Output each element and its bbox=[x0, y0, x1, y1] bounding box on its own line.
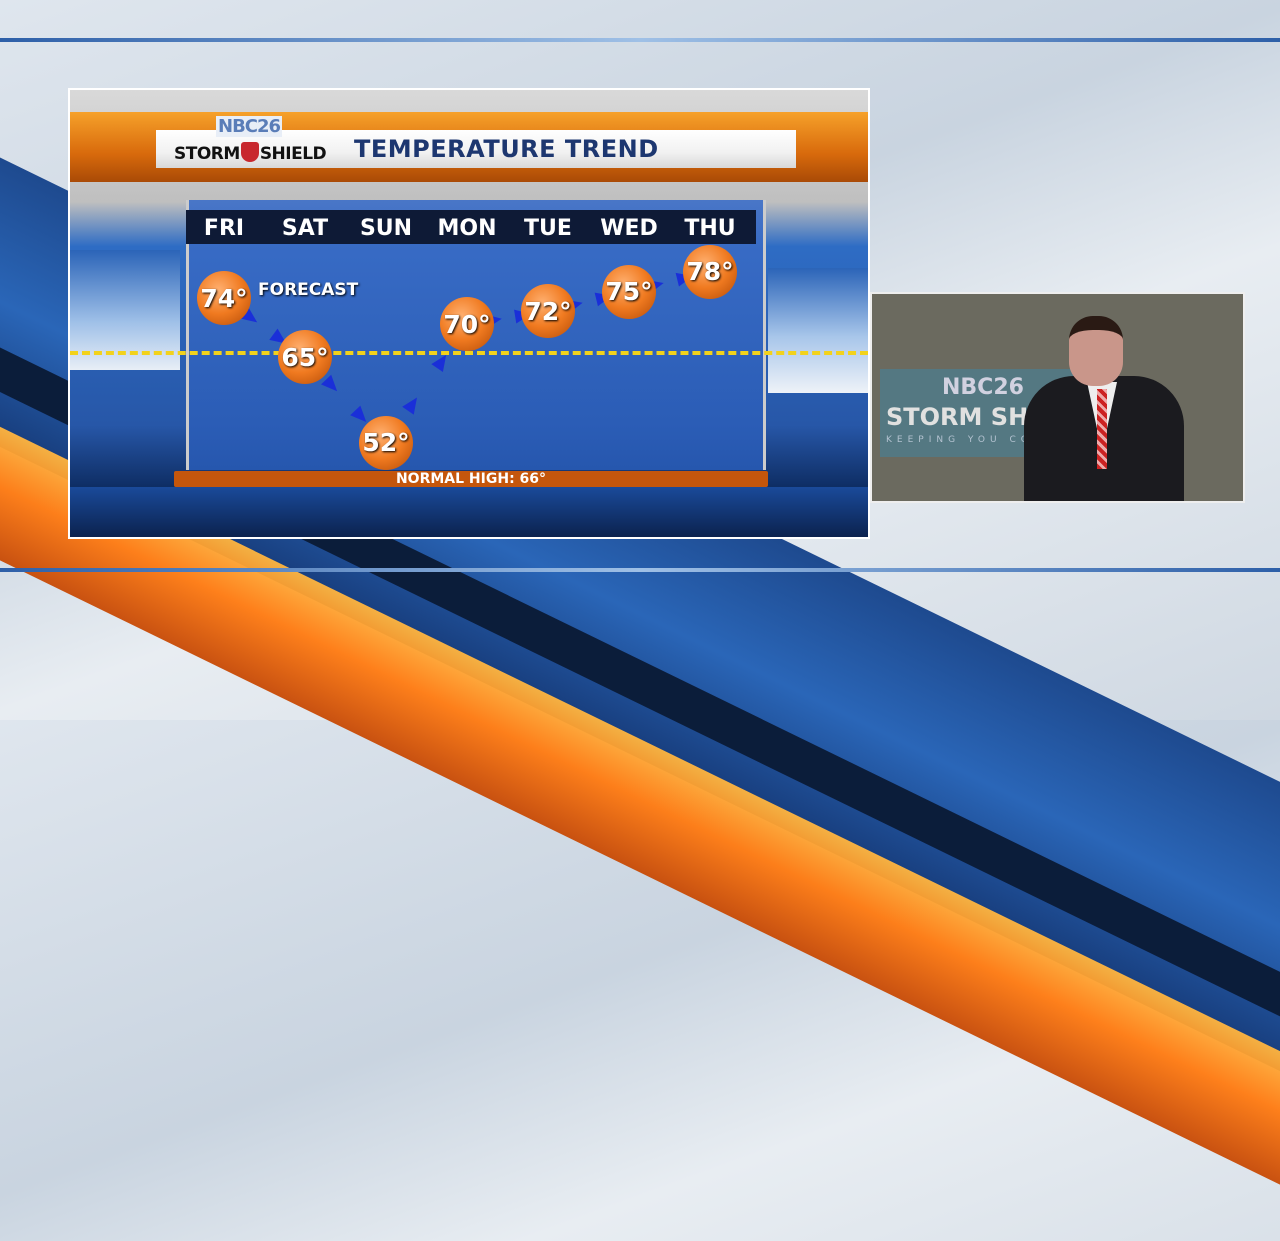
station-logo: NBC26 bbox=[216, 116, 283, 137]
temperature-marker: 78° bbox=[683, 244, 737, 299]
shield-icon bbox=[240, 142, 259, 162]
day-label: SUN bbox=[359, 216, 413, 241]
day-label: FRI bbox=[203, 216, 245, 241]
temperature-marker: 70° bbox=[440, 297, 494, 352]
day-label: MON bbox=[437, 216, 497, 241]
divider-line bbox=[0, 38, 1280, 42]
storm-shield-logo: NBC26 STORM SHIELD bbox=[156, 116, 336, 168]
trend-arrow bbox=[431, 354, 447, 373]
weather-graphic: NBC26 STORM SHIELD TEMPERATURE TREND FRI S… bbox=[68, 88, 870, 539]
title-bar: NBC26 STORM SHIELD TEMPERATURE TREND bbox=[156, 116, 796, 168]
temperature-marker: 74° bbox=[197, 271, 251, 326]
meteorologist-head bbox=[1069, 316, 1123, 386]
sky-image-left bbox=[70, 250, 180, 370]
meteorologist-video: NBC26 STORM SH KEEPING YOU CO bbox=[870, 292, 1245, 503]
graphic-title: TEMPERATURE TREND bbox=[354, 135, 659, 163]
day-label: THU bbox=[684, 216, 736, 241]
days-header bbox=[186, 210, 756, 244]
normal-high-line bbox=[70, 350, 868, 355]
trend-arrow bbox=[350, 405, 367, 423]
tie bbox=[1097, 389, 1107, 469]
day-label: WED bbox=[600, 216, 658, 241]
trend-arrow bbox=[269, 328, 287, 344]
day-label: TUE bbox=[524, 216, 572, 241]
trend-arrow bbox=[321, 374, 338, 392]
sky-image-right bbox=[768, 268, 868, 393]
temperature-marker: 72° bbox=[521, 284, 575, 339]
normal-high-label: NORMAL HIGH: 66° bbox=[174, 471, 768, 487]
trend-arrow bbox=[240, 307, 258, 323]
trend-arrow bbox=[402, 397, 418, 415]
temperature-marker: 65° bbox=[278, 330, 332, 385]
day-label: SAT bbox=[281, 216, 329, 241]
temperature-marker: 52° bbox=[359, 415, 413, 470]
show-logo: STORM SHIELD bbox=[174, 142, 327, 164]
floor bbox=[70, 487, 868, 537]
temperature-marker: 75° bbox=[602, 264, 656, 319]
forecast-label: FORECAST bbox=[258, 280, 359, 300]
divider-line bbox=[0, 568, 1280, 572]
